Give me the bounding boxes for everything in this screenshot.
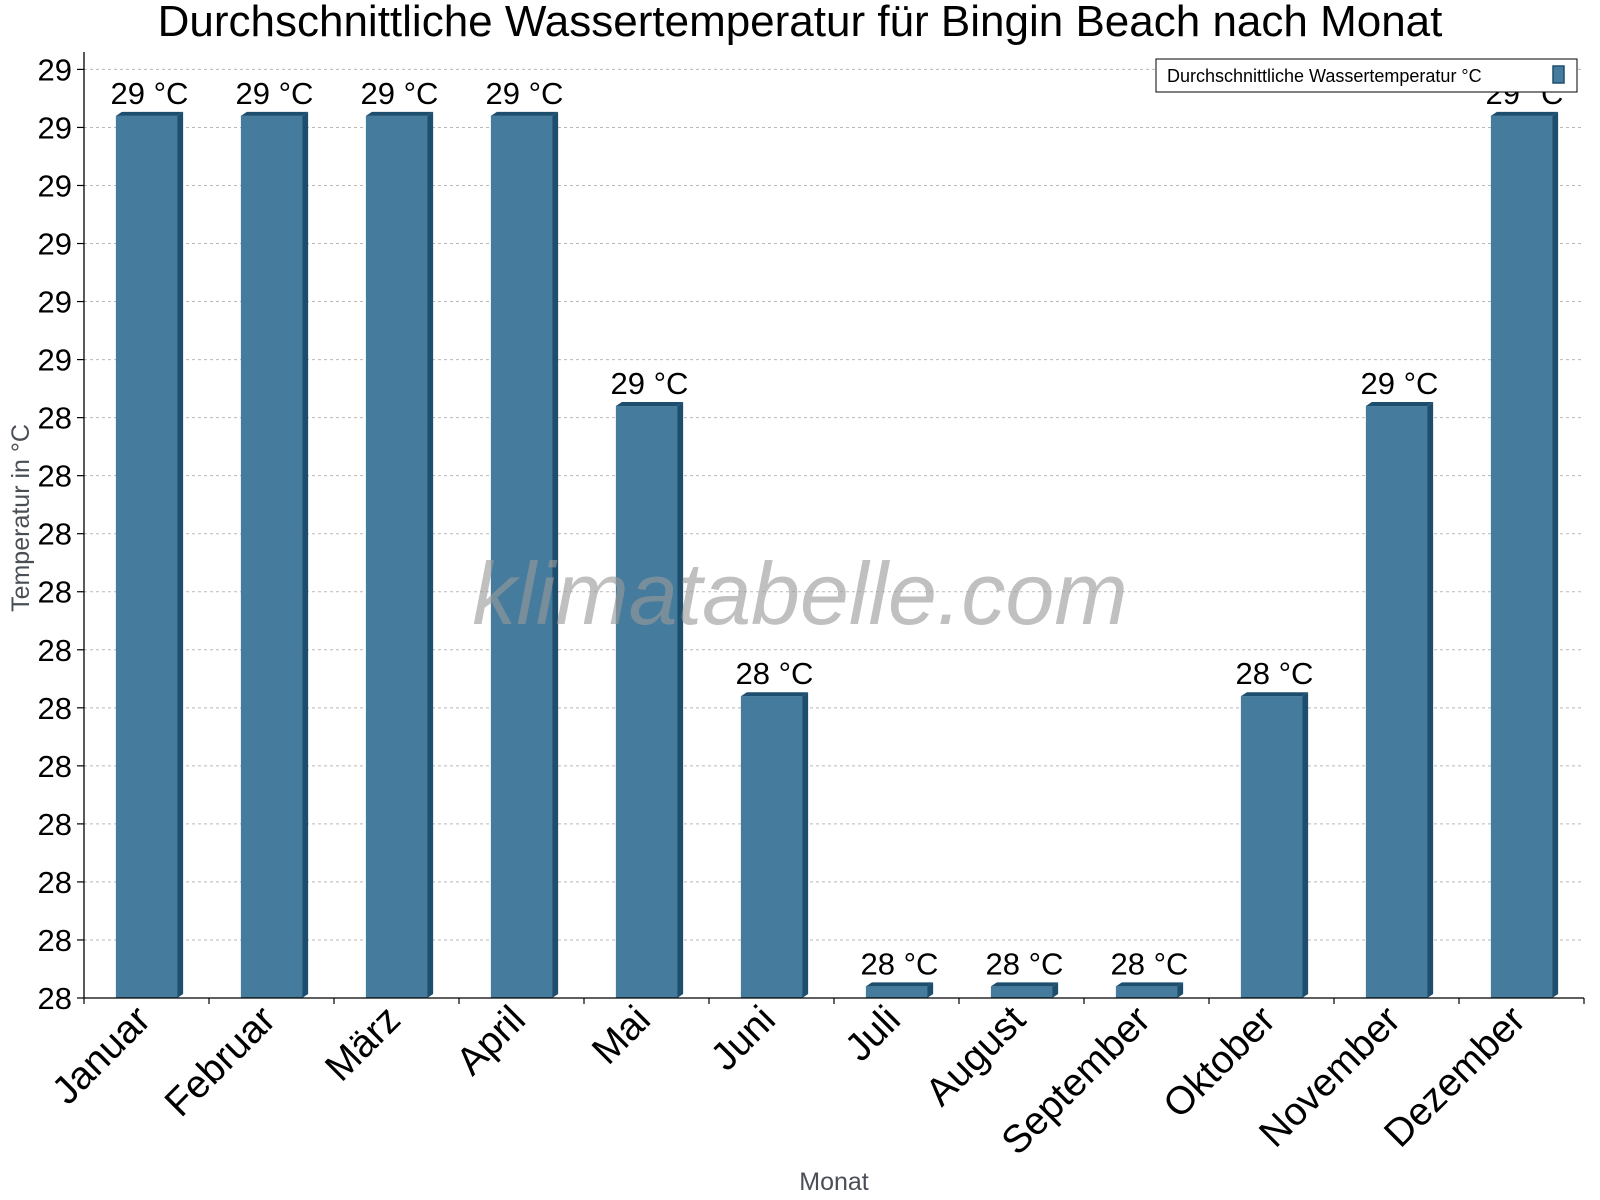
x-tick-label: Juni xyxy=(703,998,784,1079)
chart-title: Durchschnittliche Wassertemperatur für B… xyxy=(158,0,1443,46)
data-label: 28 °C xyxy=(1111,946,1189,981)
bar-top xyxy=(990,982,1059,987)
bar-side xyxy=(302,111,309,998)
legend: Durchschnittliche Wassertemperatur °C xyxy=(1155,58,1578,93)
y-tick-label: 29 xyxy=(38,227,72,262)
bar-front xyxy=(1240,696,1303,998)
bar-front xyxy=(1490,115,1553,998)
legend-label: Durchschnittliche Wassertemperatur °C xyxy=(1167,66,1482,86)
bar-front xyxy=(115,115,178,998)
bar-november xyxy=(1365,402,1434,998)
watermark-text: klimatabelle.com xyxy=(472,544,1127,643)
x-tick-label: August xyxy=(918,998,1034,1114)
y-tick-label: 28 xyxy=(38,633,72,668)
y-tick-label: 28 xyxy=(38,517,72,552)
y-tick-label: 28 xyxy=(38,865,72,900)
bar-top xyxy=(490,111,559,116)
bar-front xyxy=(490,115,553,998)
bar-front xyxy=(365,115,428,998)
data-label: 28 °C xyxy=(986,946,1064,981)
bar-side xyxy=(1177,982,1184,998)
bar-august xyxy=(990,982,1059,998)
bar-side xyxy=(177,111,184,998)
y-tick-label: 28 xyxy=(38,459,72,494)
y-tick-label: 29 xyxy=(38,285,72,320)
bar-top xyxy=(865,982,934,987)
x-tick-label: April xyxy=(448,998,534,1084)
bar-side xyxy=(1427,402,1434,998)
legend-swatch xyxy=(1552,65,1565,84)
bar-dezember xyxy=(1490,111,1559,998)
bar-side xyxy=(927,982,934,998)
bar-oktober xyxy=(1240,692,1309,998)
bar-side xyxy=(802,692,809,998)
bar-top xyxy=(1365,402,1434,407)
y-tick-label: 29 xyxy=(38,168,72,203)
gridlines xyxy=(84,68,1584,941)
data-label: 29 °C xyxy=(1361,366,1439,401)
y-tick-label: 28 xyxy=(38,923,72,958)
axes xyxy=(83,52,1584,999)
y-tick-label: 28 xyxy=(38,691,72,726)
bar-september xyxy=(1115,982,1184,998)
bar-märz xyxy=(365,111,434,998)
bar-front xyxy=(615,406,678,998)
data-label: 28 °C xyxy=(736,656,814,691)
y-ticks: 28 28 28 28 28 28 28 28 28 28 28 29 29 29 29 29 29 xyxy=(38,52,84,1016)
y-tick-label: 29 xyxy=(38,52,72,87)
bar-front xyxy=(1365,406,1428,998)
y-tick-label: 28 xyxy=(38,401,72,436)
y-tick-label: 28 xyxy=(38,981,72,1016)
bar-top xyxy=(240,111,309,116)
bar-top xyxy=(365,111,434,116)
bar-side xyxy=(1302,692,1309,998)
x-tick-label: März xyxy=(317,998,409,1090)
y-tick-label: 28 xyxy=(38,807,72,842)
bar-juni xyxy=(740,692,809,998)
y-tick-label: 28 xyxy=(38,575,72,610)
y-tick-label: 29 xyxy=(38,110,72,145)
x-tick-label: Mai xyxy=(584,998,659,1073)
y-tick-label: 29 xyxy=(38,343,72,378)
data-label: 29 °C xyxy=(361,76,439,111)
x-tick-label: Juli xyxy=(837,998,909,1070)
bar-front xyxy=(1115,986,1178,998)
bar-front xyxy=(865,986,928,998)
y-axis-title: Temperatur in °C xyxy=(7,424,35,612)
bar-februar xyxy=(240,111,309,998)
x-tick-label: Oktober xyxy=(1155,998,1284,1127)
data-label: 29 °C xyxy=(111,76,189,111)
bars xyxy=(115,111,1559,998)
bar-top xyxy=(1240,692,1309,697)
x-tick-label: Februar xyxy=(157,998,284,1125)
data-label: 29 °C xyxy=(611,366,689,401)
bar-top xyxy=(1490,111,1559,116)
bar-front xyxy=(740,696,803,998)
data-labels: 29 °C 29 °C 29 °C 29 °C 29 °C 28 °C 28 °C 28 °C… xyxy=(111,76,1564,982)
bar-juli xyxy=(865,982,934,998)
bar-side xyxy=(427,111,434,998)
x-axis-title: Monat xyxy=(799,1168,869,1196)
bar-front xyxy=(990,986,1053,998)
bar-mai xyxy=(615,402,684,998)
bar-top xyxy=(1115,982,1184,987)
y-tick-label: 28 xyxy=(38,749,72,784)
data-label: 28 °C xyxy=(1236,656,1314,691)
data-label: 29 °C xyxy=(486,76,564,111)
bar-front xyxy=(240,115,303,998)
bar-side xyxy=(1052,982,1059,998)
bar-april xyxy=(490,111,559,998)
bar-side xyxy=(1552,111,1559,998)
bar-top xyxy=(115,111,184,116)
bar-side xyxy=(552,111,559,998)
bar-side xyxy=(677,402,684,998)
bar-top xyxy=(740,692,809,697)
data-label: 29 °C xyxy=(236,76,314,111)
bar-januar xyxy=(115,111,184,998)
legend-box xyxy=(1155,58,1578,93)
data-label: 28 °C xyxy=(861,946,939,981)
bar-top xyxy=(615,402,684,407)
